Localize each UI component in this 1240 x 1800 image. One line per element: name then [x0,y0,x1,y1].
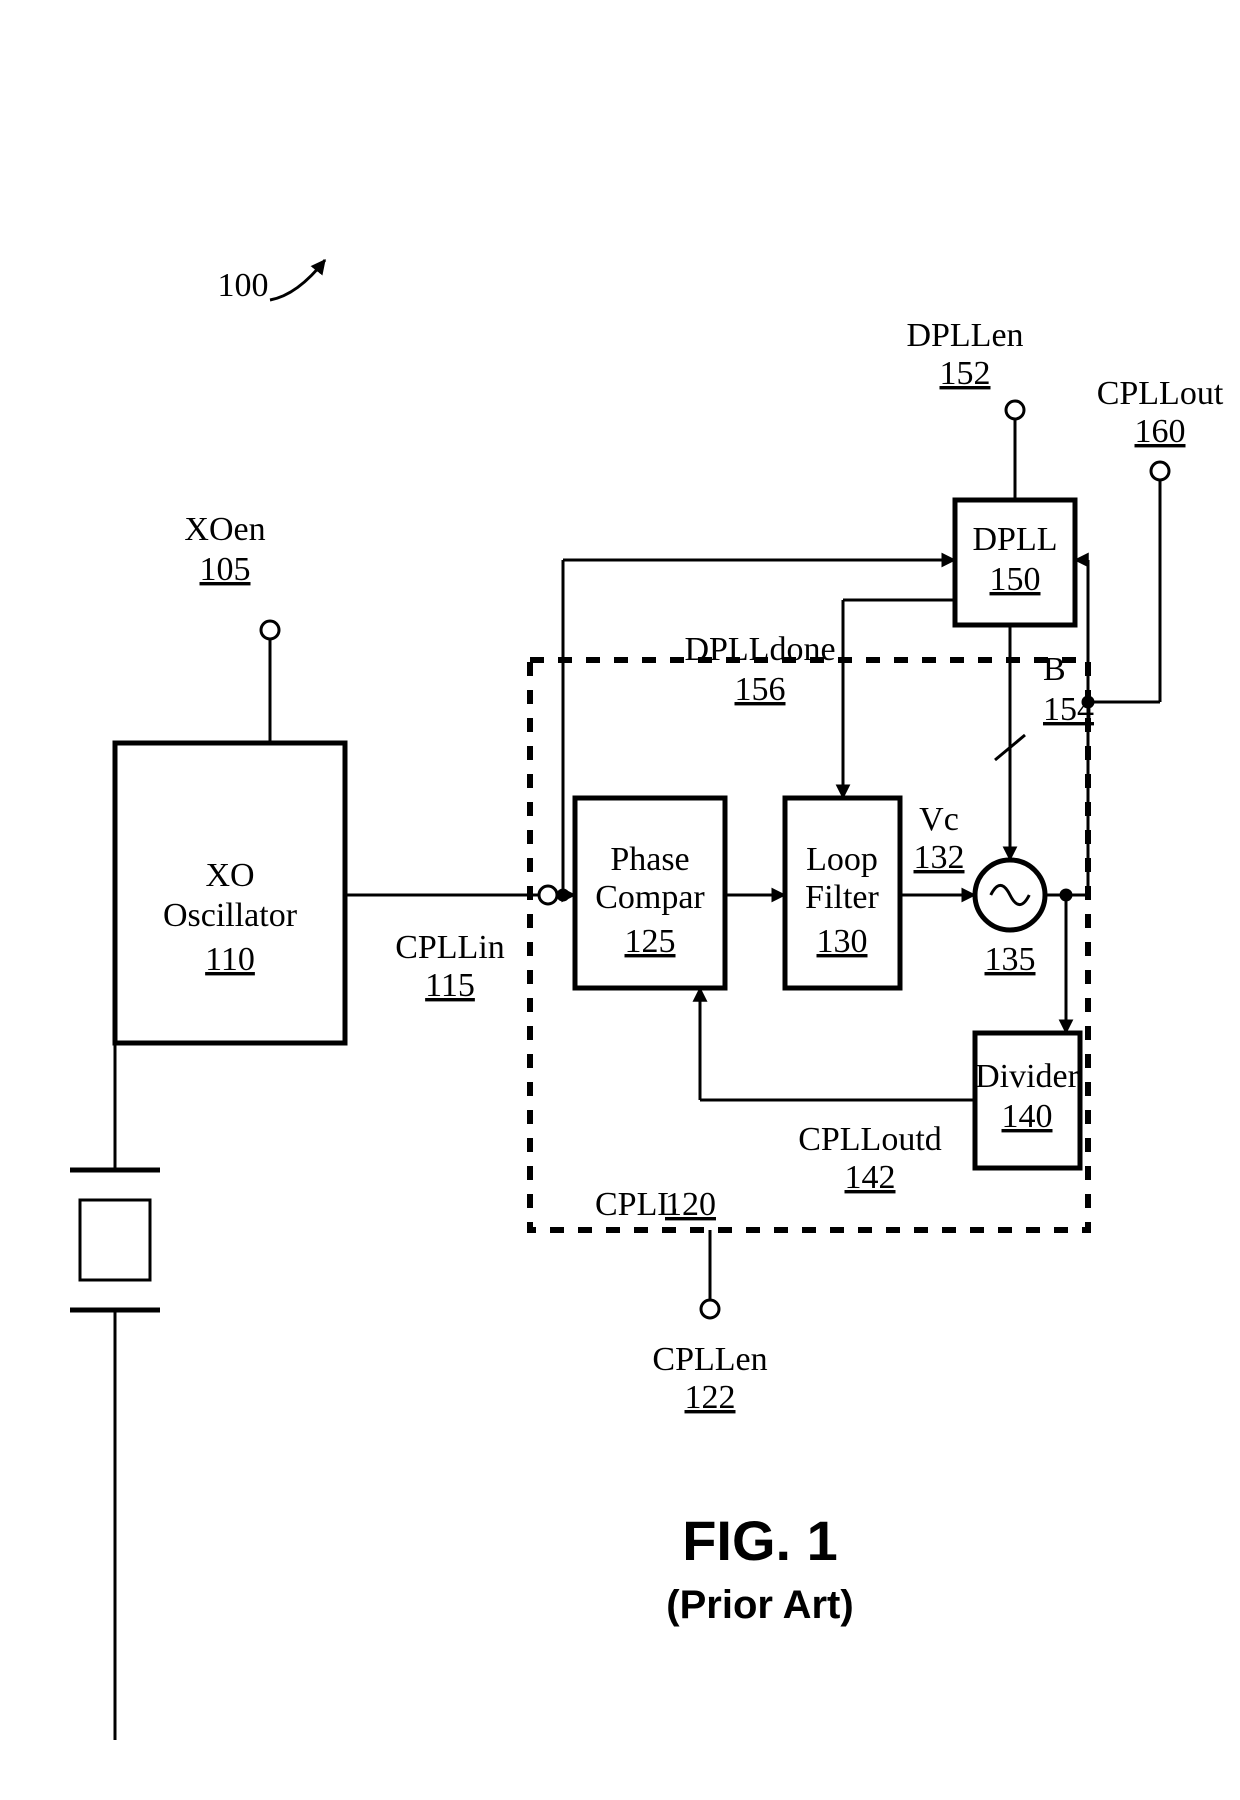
svg-text:CPLLin: CPLLin [395,929,505,966]
svg-text:152: 152 [940,355,991,392]
svg-text:105: 105 [200,551,251,588]
svg-text:125: 125 [625,923,676,960]
svg-text:XOen: XOen [184,511,265,548]
svg-text:FIG. 1: FIG. 1 [682,1509,838,1572]
svg-text:(Prior Art): (Prior Art) [666,1583,853,1627]
svg-text:Oscillator: Oscillator [163,897,298,934]
svg-text:110: 110 [205,941,255,978]
svg-text:135: 135 [985,941,1036,978]
svg-text:CPLLen: CPLLen [652,1341,767,1378]
svg-text:156: 156 [735,671,786,708]
svg-text:B: B [1043,651,1066,688]
svg-text:CPLLout: CPLLout [1097,375,1224,412]
svg-text:100: 100 [218,267,269,304]
svg-text:DPLLdone: DPLLdone [684,631,835,668]
svg-text:Filter: Filter [805,879,879,916]
svg-text:DPLLen: DPLLen [906,317,1023,354]
svg-text:150: 150 [990,561,1041,598]
svg-text:120: 120 [665,1186,716,1223]
svg-text:160: 160 [1135,413,1186,450]
svg-text:122: 122 [685,1379,736,1416]
svg-text:115: 115 [425,967,475,1004]
svg-text:142: 142 [845,1159,896,1196]
svg-text:Vc: Vc [919,801,959,838]
svg-text:Phase: Phase [610,841,689,878]
svg-text:CPLLoutd: CPLLoutd [798,1121,942,1158]
svg-text:132: 132 [914,839,965,876]
svg-text:Compar: Compar [595,879,705,916]
svg-text:130: 130 [817,923,868,960]
svg-text:XO: XO [205,857,254,894]
svg-text:DPLL: DPLL [973,521,1058,558]
svg-text:Loop: Loop [806,841,878,878]
svg-text:140: 140 [1002,1098,1053,1135]
svg-text:Divider: Divider [975,1058,1080,1095]
